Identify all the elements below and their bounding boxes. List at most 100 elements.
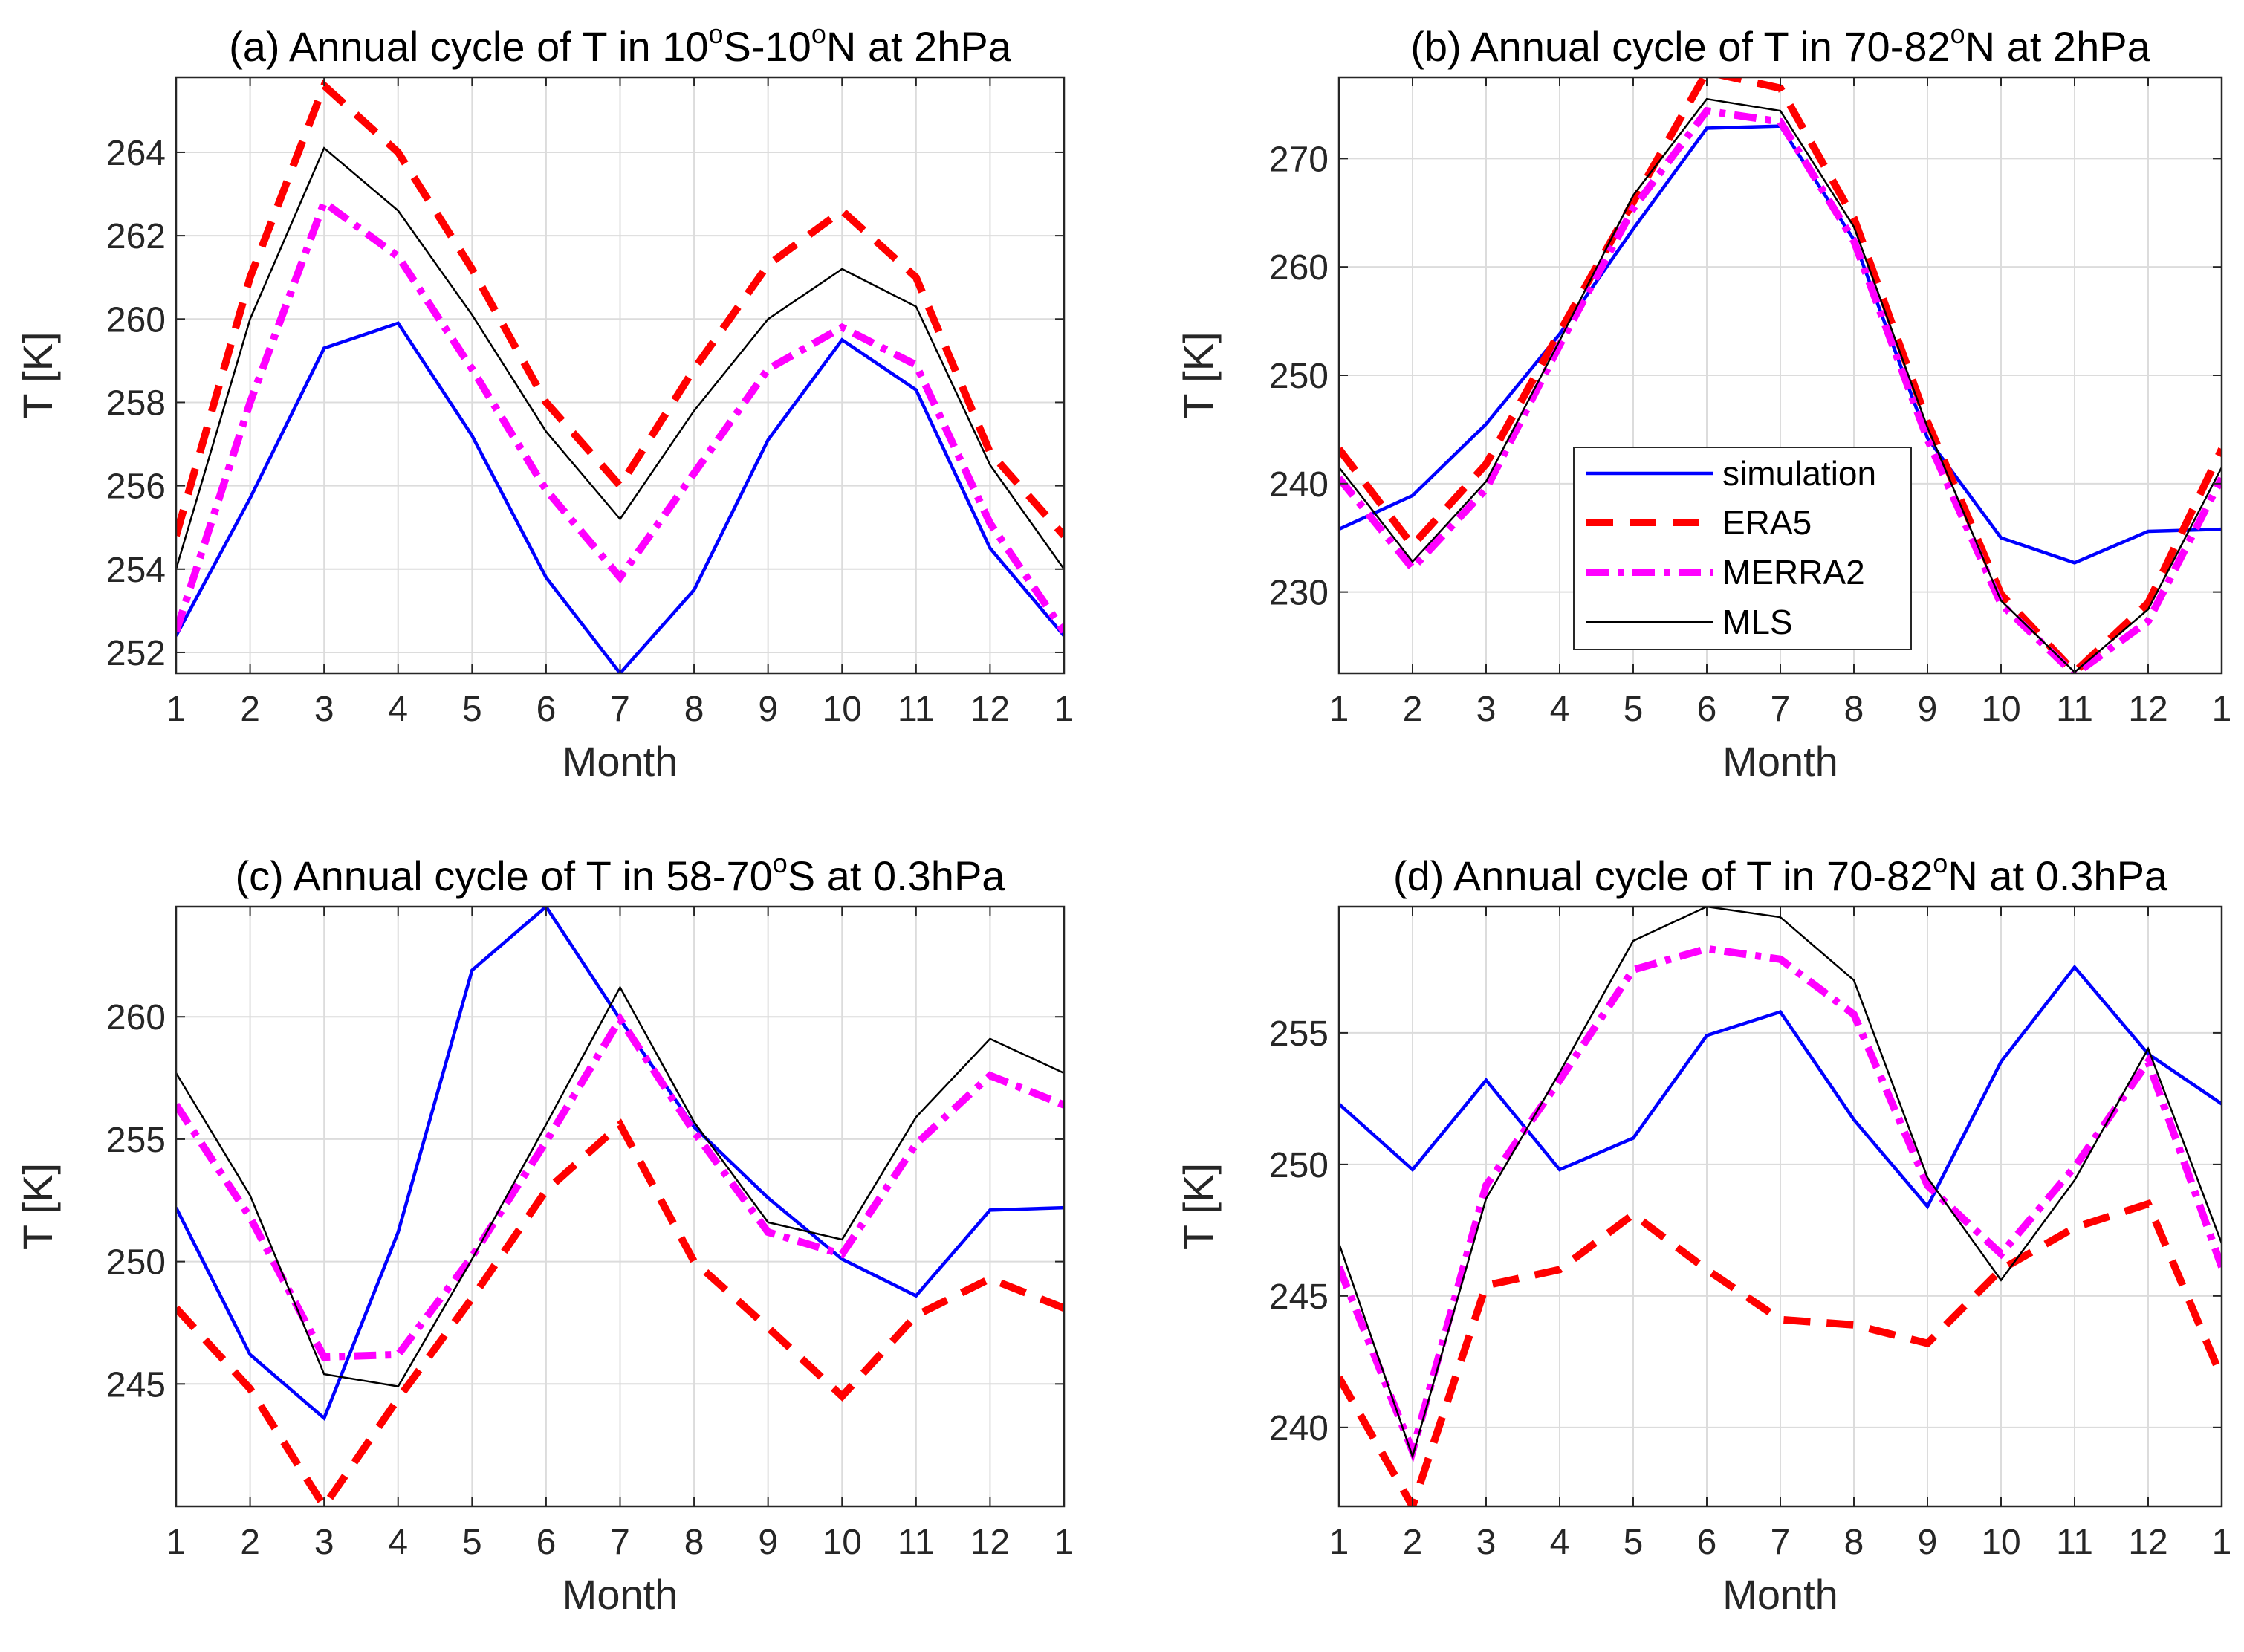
x-tick-label: 1 [2212, 690, 2232, 729]
x-tick-label: 4 [1550, 1523, 1570, 1562]
x-axis-label: Month [1722, 1571, 1838, 1618]
x-tick-label: 6 [1697, 690, 1717, 729]
x-tick-label: 5 [1624, 1523, 1644, 1562]
y-tick-label: 245 [106, 1365, 166, 1405]
x-tick-label: 12 [2128, 690, 2167, 729]
x-tick-label: 10 [1981, 690, 2020, 729]
series-line-mls [1339, 907, 2222, 1460]
y-axis-label: T [K] [14, 331, 61, 418]
x-tick-label: 11 [898, 690, 935, 729]
x-axis-label: Month [562, 738, 678, 785]
x-tick-label: 8 [1844, 1523, 1864, 1562]
x-tick-label: 2 [240, 1523, 260, 1562]
y-tick-label: 230 [1269, 574, 1329, 613]
series-line-simulation [176, 321, 1064, 673]
x-tick-label: 3 [314, 1523, 334, 1562]
x-tick-label: 7 [610, 1523, 630, 1562]
x-tick-label: 8 [684, 1523, 704, 1562]
series-line-simulation [1339, 964, 2222, 1210]
x-tick-label: 6 [1697, 1523, 1717, 1562]
x-tick-label: 2 [1403, 690, 1423, 729]
x-tick-label: 4 [1550, 690, 1570, 729]
y-tick-label: 264 [106, 134, 166, 173]
x-tick-label: 4 [388, 690, 408, 729]
chart-title: (b) Annual cycle of T in 70-82oN at 2hPa [1410, 19, 2150, 70]
y-tick-label: 260 [106, 998, 166, 1037]
y-tick-label: 255 [106, 1121, 166, 1160]
y-tick-label: 240 [1269, 1409, 1329, 1448]
legend-label-merra2: MERRA2 [1722, 553, 1865, 592]
chart-title: (a) Annual cycle of T in 10oS-10oN at 2h… [229, 19, 1012, 70]
x-tick-label: 12 [970, 690, 1010, 729]
series-group [176, 907, 1064, 1506]
x-axis-label: Month [1722, 738, 1838, 785]
legend-label-era5: ERA5 [1722, 503, 1812, 542]
y-tick-label: 254 [106, 551, 166, 590]
series-line-era5 [1339, 77, 2222, 673]
y-axis-label: T [K] [1175, 331, 1222, 418]
y-tick-label: 260 [1269, 248, 1329, 288]
x-tick-label: 5 [1624, 690, 1644, 729]
x-tick-label: 7 [1771, 1523, 1791, 1562]
y-tick-label: 250 [1269, 1146, 1329, 1185]
x-tick-label: 9 [758, 690, 778, 729]
legend-label-simulation: simulation [1722, 454, 1876, 493]
x-tick-label: 4 [388, 1523, 408, 1562]
series-line-merra2 [1339, 945, 2222, 1463]
x-tick-label: 1 [166, 690, 187, 729]
legend-box [1573, 447, 1912, 650]
x-tick-label: 10 [823, 690, 862, 729]
x-tick-label: 2 [1403, 1523, 1423, 1562]
chart-title: (c) Annual cycle of T in 58-70oS at 0.3h… [236, 848, 1006, 899]
series-line-merra2 [1339, 106, 2222, 673]
x-tick-label: 3 [1476, 1523, 1496, 1562]
series-line-era5 [176, 1118, 1064, 1506]
y-tick-label: 270 [1269, 140, 1329, 179]
x-tick-label: 10 [1981, 1523, 2020, 1562]
y-tick-label: 252 [106, 634, 166, 673]
x-tick-label: 7 [610, 690, 630, 729]
series-group [1339, 907, 2222, 1506]
x-tick-label: 12 [970, 1523, 1010, 1562]
x-tick-label: 1 [1329, 690, 1349, 729]
x-tick-label: 6 [536, 1523, 557, 1562]
x-tick-label: 8 [684, 690, 704, 729]
y-tick-label: 255 [1269, 1014, 1329, 1054]
x-tick-label: 11 [898, 1523, 935, 1562]
x-tick-label: 5 [462, 1523, 482, 1562]
x-tick-label: 11 [2056, 690, 2093, 729]
series-line-mls [176, 146, 1064, 570]
x-axis-label: Month [562, 1571, 678, 1618]
x-tick-label: 1 [2212, 1523, 2232, 1562]
y-tick-label: 260 [106, 300, 166, 340]
legend: simulation ERA5 MERRA2 MLS [1573, 447, 1912, 650]
x-tick-label: 6 [536, 690, 557, 729]
x-tick-label: 7 [1771, 690, 1791, 729]
y-tick-label: 256 [106, 467, 166, 507]
y-tick-label: 245 [1269, 1277, 1329, 1317]
y-axis-label: T [K] [1175, 1163, 1222, 1250]
y-tick-label: 258 [106, 383, 166, 423]
series-line-merra2 [176, 1012, 1064, 1361]
x-tick-label: 9 [1918, 1523, 1938, 1562]
x-tick-label: 3 [314, 690, 334, 729]
chart-title: (d) Annual cycle of T in 70-82oN at 0.3h… [1393, 848, 2168, 899]
x-tick-label: 2 [240, 690, 260, 729]
legend-label-mls: MLS [1722, 603, 1793, 641]
y-tick-label: 250 [1269, 357, 1329, 396]
x-tick-label: 9 [1918, 690, 1938, 729]
x-tick-label: 8 [1844, 690, 1864, 729]
x-tick-label: 1 [1054, 1523, 1074, 1562]
x-tick-label: 11 [2056, 1523, 2093, 1562]
y-tick-label: 240 [1269, 465, 1329, 505]
series-line-merra2 [176, 196, 1064, 634]
y-tick-label: 250 [106, 1243, 166, 1283]
panel-a: 1 2 3 4 5 6 7 8 9 10 11 12 1252254256258260262264Mon… [14, 19, 1074, 785]
x-tick-label: 1 [1329, 1523, 1349, 1562]
x-tick-label: 10 [823, 1523, 862, 1562]
